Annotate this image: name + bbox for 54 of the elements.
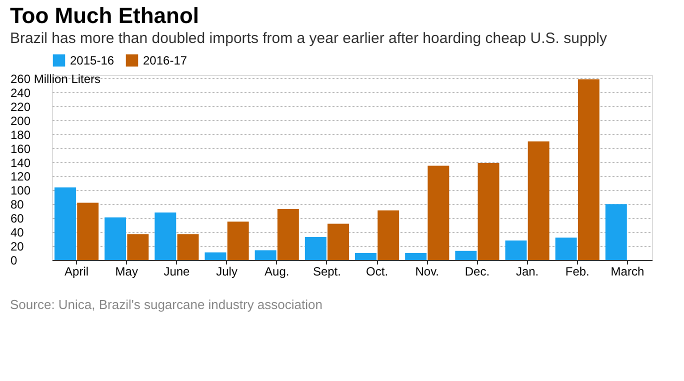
y-tick-label: 180: [10, 128, 31, 142]
bar: [528, 141, 550, 260]
bar: [127, 234, 149, 260]
x-tick-label: Oct.: [366, 264, 388, 278]
bar: [177, 234, 199, 260]
bar: [77, 202, 99, 260]
bar: [254, 250, 276, 260]
bar: [328, 224, 349, 260]
bar: [154, 212, 176, 260]
y-tick-label: 40: [10, 226, 24, 240]
y-tick-label: 20: [10, 240, 24, 254]
legend-label: 2015-16: [70, 53, 114, 68]
y-tick-label: 80: [10, 198, 24, 212]
bar: [355, 253, 376, 260]
bar: [277, 209, 299, 260]
x-tick-label: April: [64, 264, 89, 278]
legend-label: 2016-17: [143, 53, 188, 68]
bar: [578, 79, 600, 260]
x-tick-label: Nov.: [415, 264, 440, 278]
y-tick-label: 60: [10, 212, 24, 226]
bar: [104, 217, 126, 260]
x-tick-label: Dec.: [464, 264, 490, 278]
x-tick-label: May: [115, 264, 138, 278]
bar: [405, 253, 427, 260]
bar: [378, 210, 400, 260]
x-tick-label: July: [216, 264, 238, 278]
y-tick-label: 0: [10, 254, 18, 268]
source-note: Source: Unica, Brazil's sugarcane industry association: [10, 297, 322, 312]
y-tick-label: 260 Million Liters: [10, 72, 101, 86]
bar: [478, 162, 500, 260]
y-tick-label: 100: [10, 184, 31, 198]
y-tick-label: 240: [10, 86, 31, 100]
bar: [455, 250, 477, 260]
bar: [304, 236, 326, 260]
bar: [204, 252, 226, 260]
y-tick-label: 200: [10, 114, 31, 128]
bar: [555, 238, 577, 260]
bar: [428, 166, 450, 260]
x-tick-label: June: [164, 264, 190, 278]
y-tick-label: 140: [10, 156, 31, 170]
x-tick-label: March: [610, 264, 644, 278]
bar: [227, 222, 249, 260]
y-tick-label: 120: [10, 170, 31, 184]
chart-title: Too Much Ethanol: [10, 3, 200, 28]
bar: [605, 204, 627, 260]
x-tick-label: Jan.: [516, 264, 539, 278]
chart-subtitle: Brazil has more than doubled imports from a year earlier after hoarding cheap U.S. supply: [10, 30, 608, 47]
bar: [505, 240, 527, 260]
x-tick-label: Aug.: [264, 264, 290, 278]
bar: [54, 187, 76, 260]
y-tick-label: 220: [10, 100, 31, 114]
y-tick-label: 160: [10, 142, 31, 156]
x-tick-label: Sept.: [312, 264, 341, 278]
x-tick-label: Feb.: [565, 264, 590, 278]
